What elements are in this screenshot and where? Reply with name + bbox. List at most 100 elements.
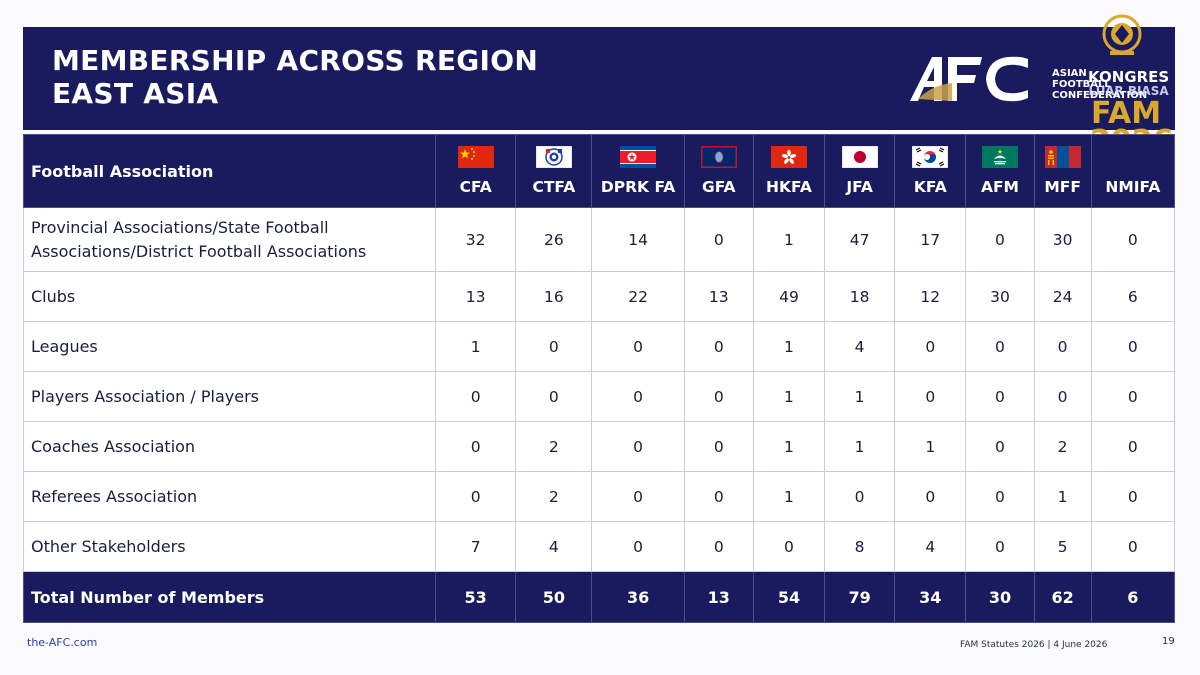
korea-flag-icon	[912, 146, 949, 168]
total-cell: 62	[1033, 571, 1092, 623]
cell: 0	[591, 321, 685, 372]
cell: 18	[824, 271, 896, 322]
table-row-players: Players Association / Players 0 0 0 0 1 …	[22, 371, 1176, 422]
cell: 4	[894, 521, 967, 572]
cell: 1	[435, 321, 517, 372]
cell: 13	[435, 271, 517, 322]
cell: 1	[824, 371, 896, 422]
code-mff: MFF	[1044, 178, 1081, 196]
code-jfa: JFA	[846, 178, 873, 196]
cell: 0	[1090, 321, 1176, 372]
cell: 0	[752, 521, 826, 572]
header-dprk-fa: DPRK FA	[591, 134, 685, 208]
row-label: Clubs	[22, 271, 437, 322]
total-cell: 79	[824, 571, 896, 623]
code-afm: AFM	[980, 178, 1019, 196]
kongres-overlay: KONGRES LUAR BIASA	[1088, 70, 1169, 98]
cell: 0	[515, 371, 593, 422]
row-label: Referees Association	[22, 471, 437, 522]
cell: 0	[683, 321, 754, 372]
cell: 0	[965, 421, 1035, 472]
tagline-line-3: CONFEDERATION	[1052, 90, 1148, 101]
cell: 0	[965, 471, 1035, 522]
total-cell: 13	[683, 571, 754, 623]
header-jfa: JFA	[824, 134, 896, 208]
cell: 1	[752, 421, 826, 472]
cell: 47	[824, 207, 896, 272]
luar-biasa-text: LUAR BIASA	[1088, 84, 1169, 98]
cell: 2	[1033, 421, 1092, 472]
cell: 0	[591, 521, 685, 572]
cell: 0	[591, 371, 685, 422]
china-flag-icon	[457, 146, 494, 168]
code-cfa: CFA	[459, 178, 492, 196]
cell: 2	[515, 471, 593, 522]
cell: 0	[965, 207, 1035, 272]
table-row-leagues: Leagues 1 0 0 0 1 4 0 0 0 0	[22, 321, 1176, 372]
header-band	[23, 27, 1175, 130]
cell: 4	[515, 521, 593, 572]
total-cell: 36	[591, 571, 685, 623]
website-link[interactable]: the-AFC.com	[27, 636, 98, 649]
fam-crest-icon	[1102, 14, 1142, 55]
total-row: Total Number of Members 53 50 36 13 54 7…	[22, 571, 1176, 623]
chinese-taipei-flag-icon	[535, 146, 572, 168]
table-row-referees: Referees Association 0 2 0 0 1 0 0 0 1 0	[22, 471, 1176, 522]
total-cell: 30	[965, 571, 1035, 623]
code-dprk-fa: DPRK FA	[600, 178, 676, 196]
header-gfa: GFA	[683, 134, 754, 208]
cell: 0	[1033, 321, 1092, 372]
cell: 30	[965, 271, 1035, 322]
cell: 0	[965, 321, 1035, 372]
cell: 4	[824, 321, 896, 372]
cell: 30	[1033, 207, 1092, 272]
cell: 6	[1090, 271, 1176, 322]
row-label: Other Stakeholders	[22, 521, 437, 572]
guam-flag-icon	[700, 146, 737, 168]
row-label-line-2: Associations/District Football Associati…	[31, 241, 367, 261]
header-hkfa: HKFA	[752, 134, 826, 208]
total-label: Total Number of Members	[22, 571, 437, 623]
cell: 16	[515, 271, 593, 322]
table-row-provincial: Provincial Associations/State Football A…	[22, 207, 1176, 272]
dprk-flag-icon	[620, 146, 657, 168]
mongolia-flag-icon	[1044, 146, 1081, 168]
table-row-coaches: Coaches Association 0 2 0 0 1 1 1 0 2 0	[22, 421, 1176, 472]
cell: 0	[683, 421, 754, 472]
cell: 1	[752, 371, 826, 422]
cell: 1	[894, 421, 967, 472]
cell: 32	[435, 207, 517, 272]
header-kfa: KFA	[894, 134, 967, 208]
row-label: Players Association / Players	[22, 371, 437, 422]
title-line-2: EAST ASIA	[52, 77, 219, 110]
cell: 0	[683, 371, 754, 422]
cell: 0	[1090, 207, 1176, 272]
cell: 7	[435, 521, 517, 572]
cell: 17	[894, 207, 967, 272]
total-cell: 50	[515, 571, 593, 623]
membership-table: Football Association CFA CTFA DPRK FA GF…	[22, 134, 1176, 623]
cell: 0	[435, 421, 517, 472]
cell: 22	[591, 271, 685, 322]
total-cell: 53	[435, 571, 517, 623]
cell: 0	[683, 521, 754, 572]
hong-kong-flag-icon	[770, 146, 807, 168]
cell: 1	[752, 321, 826, 372]
table-row-clubs: Clubs 13 16 22 13 49 18 12 30 24 6	[22, 271, 1176, 322]
cell: 0	[435, 371, 517, 422]
row-label: Coaches Association	[22, 421, 437, 472]
cell: 1	[752, 471, 826, 522]
cell: 26	[515, 207, 593, 272]
cell: 0	[683, 207, 754, 272]
tagline-line-2: FOOTBALL	[1052, 79, 1111, 90]
code-hkfa: HKFA	[766, 178, 812, 196]
row-label: Leagues	[22, 321, 437, 372]
cell: 14	[591, 207, 685, 272]
cell: 13	[683, 271, 754, 322]
cell: 5	[1033, 521, 1092, 572]
cell: 0	[591, 421, 685, 472]
cell: 0	[1090, 371, 1176, 422]
page-title: MEMBERSHIP ACROSS REGION EAST ASIA	[52, 44, 538, 110]
header-cfa: CFA	[435, 134, 517, 208]
header-ctfa: CTFA	[515, 134, 593, 208]
